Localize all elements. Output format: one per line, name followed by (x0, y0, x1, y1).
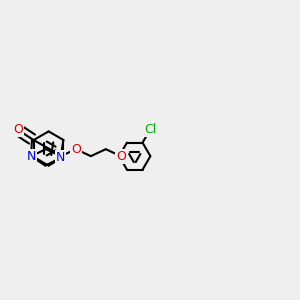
Text: Cl: Cl (144, 123, 156, 136)
Text: O: O (13, 124, 23, 136)
Text: O: O (71, 143, 81, 156)
Text: N: N (56, 152, 65, 164)
Text: O: O (116, 150, 126, 163)
Text: N: N (26, 150, 36, 163)
